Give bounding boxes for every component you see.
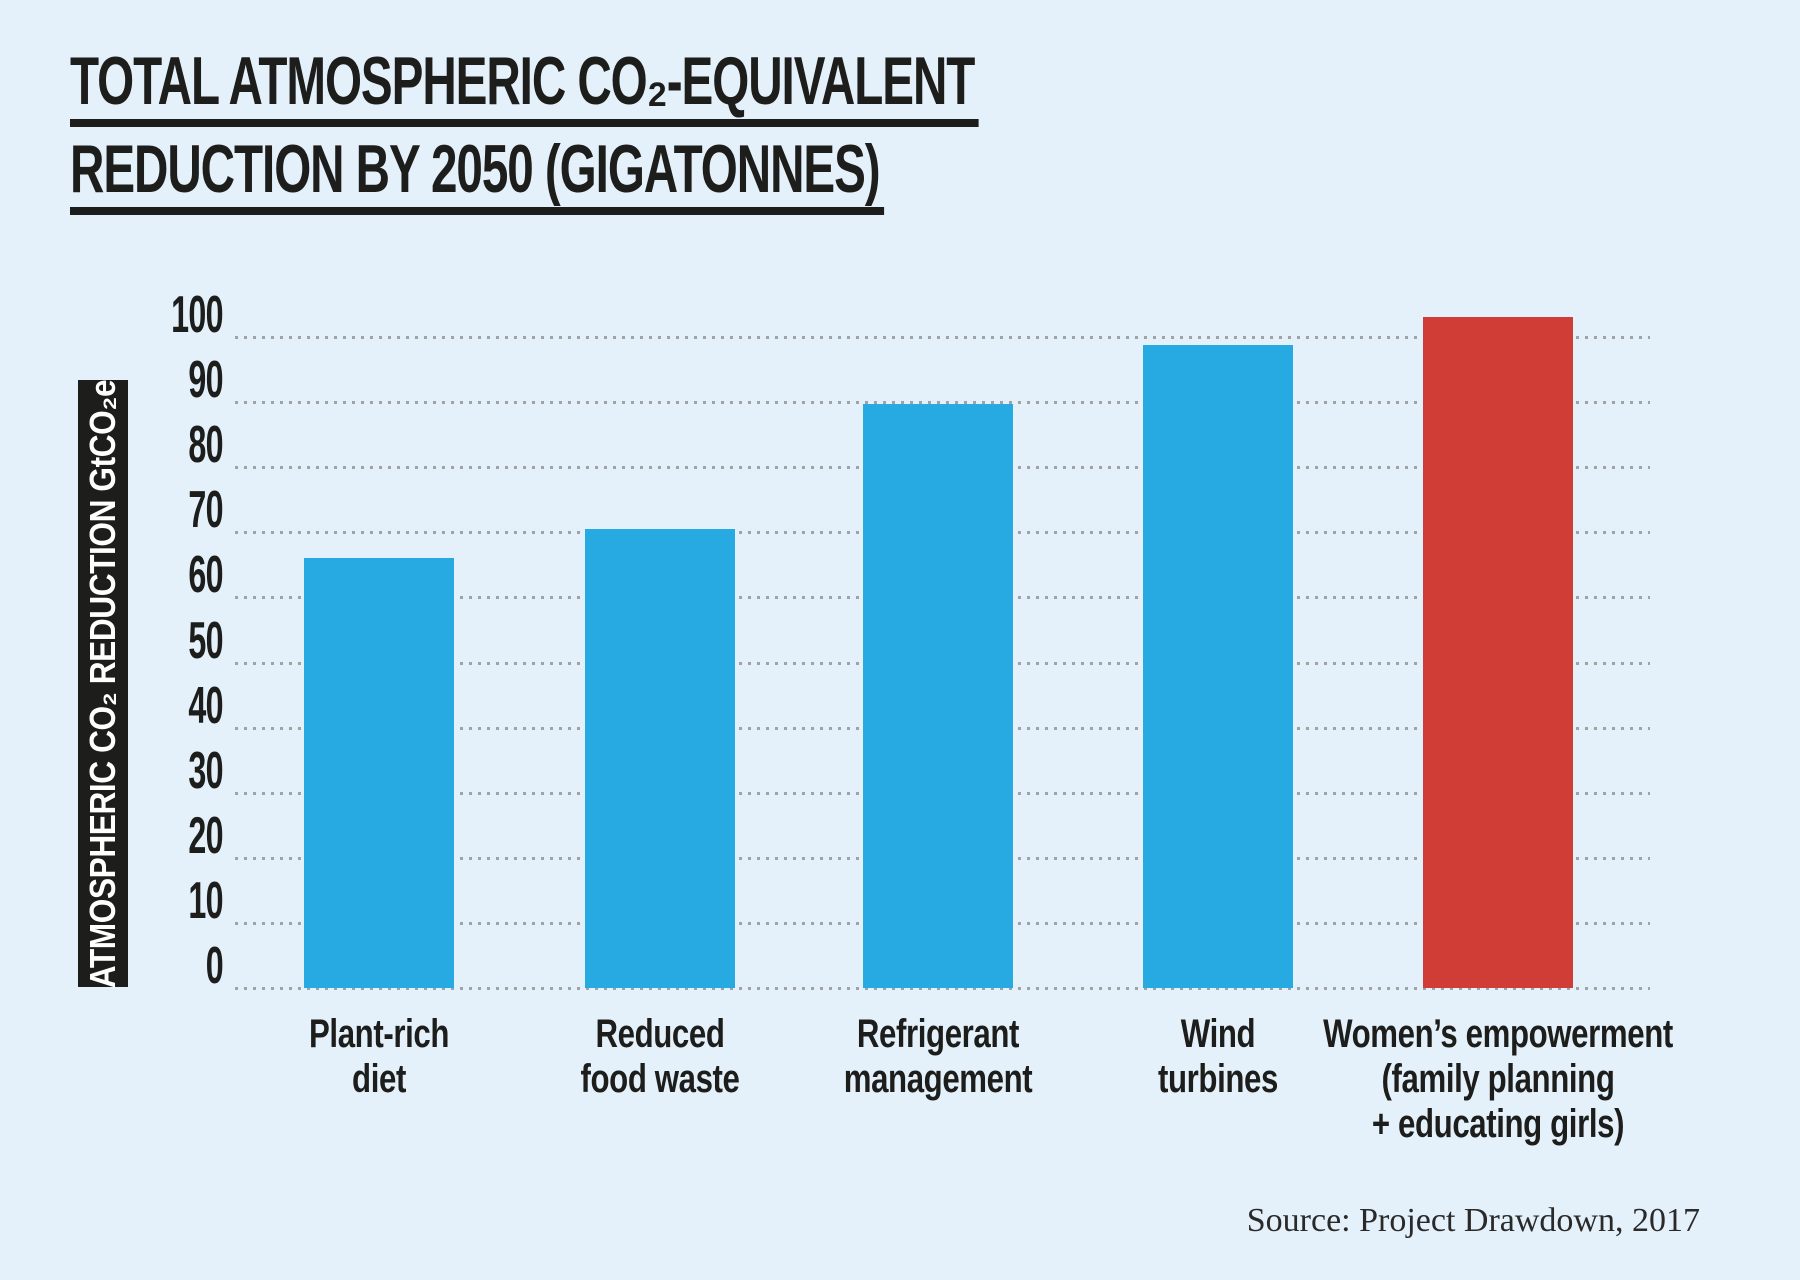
gridline — [235, 987, 1650, 990]
bar — [863, 404, 1013, 988]
y-tick-label: 40 — [188, 676, 223, 735]
y-tick-label: 20 — [188, 806, 223, 865]
y-tick-label: 60 — [188, 546, 223, 605]
x-axis-label: Women’s empowerment (family planning + e… — [1323, 1012, 1673, 1146]
bar — [1143, 345, 1293, 988]
gridline — [235, 336, 1650, 339]
x-axis-label: Reduced food waste — [580, 1012, 740, 1101]
y-tick-label: 0 — [205, 937, 224, 995]
y-tick-label: 50 — [188, 611, 223, 670]
chart-title-line-2: REDUCTION BY 2050 (GIGATONNES) — [70, 135, 884, 215]
chart-title-line-1: TOTAL ATMOSPHERIC CO₂-EQUIVALENT — [70, 47, 979, 127]
y-tick-label: 80 — [188, 416, 223, 475]
gridline — [235, 401, 1650, 405]
bar — [585, 529, 735, 988]
y-axis-label-box: ATMOSPHERIC CO₂ REDUCTION GtCO₂e — [78, 379, 128, 988]
bar — [1423, 316, 1573, 988]
y-tick-label: 70 — [188, 481, 223, 540]
source-credit: Source: Project Drawdown, 2017 — [1246, 1202, 1700, 1239]
x-axis-label: Plant-rich diet — [308, 1012, 449, 1101]
y-tick-label: 90 — [188, 351, 223, 410]
x-axis-label: Refrigerant management — [843, 1012, 1033, 1101]
bar — [304, 557, 454, 988]
y-tick-label: 30 — [188, 741, 223, 800]
x-axis-label: Wind turbines — [1158, 1012, 1278, 1101]
y-tick-label: 10 — [188, 871, 223, 930]
y-tick-label: 100 — [171, 286, 224, 344]
chart-title: TOTAL ATMOSPHERIC CO₂-EQUIVALENT REDUCTI… — [70, 47, 1368, 224]
